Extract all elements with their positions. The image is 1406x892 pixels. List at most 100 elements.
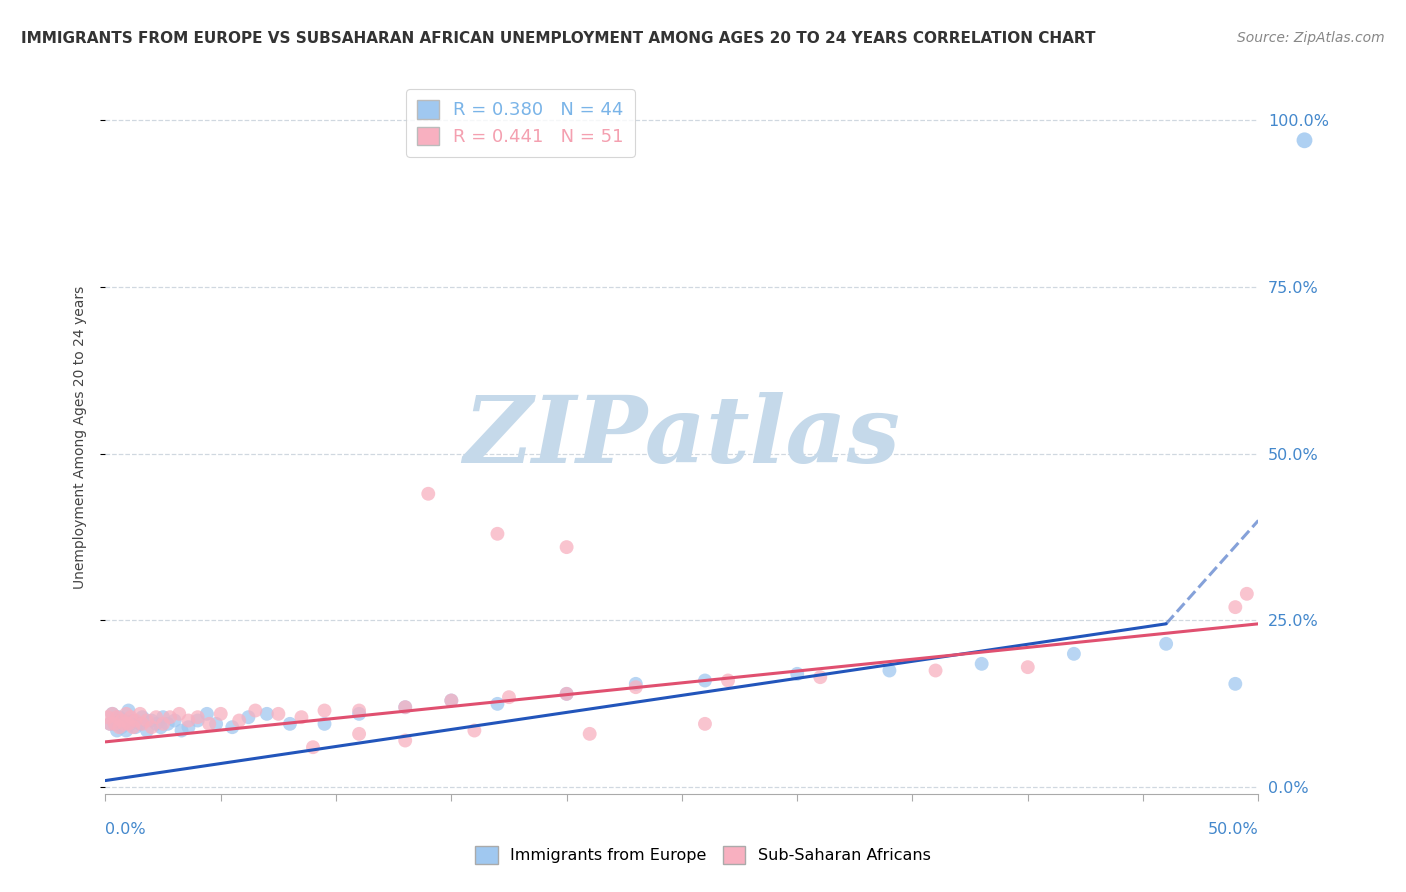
Point — [108, 720, 131, 734]
Point — [786, 666, 808, 681]
Point — [924, 664, 946, 678]
Point — [1225, 677, 1247, 691]
Point — [394, 733, 416, 747]
Point — [115, 723, 138, 738]
Point — [112, 716, 135, 731]
Point — [129, 716, 152, 731]
Y-axis label: Unemployment Among Ages 20 to 24 years: Unemployment Among Ages 20 to 24 years — [73, 285, 87, 589]
Point — [1294, 133, 1316, 147]
Point — [228, 714, 250, 728]
Point — [624, 680, 647, 694]
Point — [347, 704, 370, 718]
Point — [141, 714, 163, 728]
Point — [122, 720, 145, 734]
Point — [145, 710, 167, 724]
Point — [112, 714, 135, 728]
Point — [245, 704, 267, 718]
Point — [131, 716, 153, 731]
Point — [418, 487, 440, 501]
Point — [290, 710, 312, 724]
Point — [693, 716, 716, 731]
Point — [195, 706, 218, 721]
Point — [440, 693, 463, 707]
Text: ZIPatlas: ZIPatlas — [464, 392, 900, 482]
Point — [101, 706, 124, 721]
Point — [120, 710, 142, 724]
Point — [129, 706, 152, 721]
Point — [238, 710, 260, 724]
Point — [555, 687, 578, 701]
Point — [1017, 660, 1039, 674]
Point — [440, 693, 463, 707]
Point — [110, 714, 132, 728]
Point — [115, 706, 138, 721]
Point — [104, 716, 127, 731]
Point — [205, 716, 228, 731]
Point — [97, 710, 120, 724]
Point — [101, 706, 124, 721]
Point — [624, 677, 647, 691]
Point — [808, 670, 831, 684]
Point — [122, 714, 145, 728]
Point — [347, 706, 370, 721]
Point — [256, 706, 278, 721]
Point — [105, 723, 128, 738]
Point — [170, 723, 193, 738]
Point — [98, 716, 121, 731]
Point — [347, 727, 370, 741]
Point — [136, 723, 159, 738]
Point — [156, 716, 179, 731]
Point — [1236, 587, 1258, 601]
Text: Source: ZipAtlas.com: Source: ZipAtlas.com — [1237, 31, 1385, 45]
Point — [1225, 600, 1247, 615]
Point — [177, 714, 200, 728]
Point — [177, 720, 200, 734]
Point — [555, 540, 578, 554]
Point — [463, 723, 485, 738]
Legend: Immigrants from Europe, Sub-Saharan Africans: Immigrants from Europe, Sub-Saharan Afri… — [468, 839, 938, 871]
Point — [152, 716, 174, 731]
Point — [394, 700, 416, 714]
Point — [124, 714, 146, 728]
Point — [717, 673, 740, 688]
Text: 0.0%: 0.0% — [105, 822, 146, 837]
Point — [221, 720, 243, 734]
Point — [136, 714, 159, 728]
Point — [163, 714, 186, 728]
Point — [1154, 637, 1177, 651]
Point — [314, 716, 336, 731]
Point — [578, 727, 600, 741]
Point — [555, 687, 578, 701]
Point — [693, 673, 716, 688]
Point — [104, 716, 127, 731]
Point — [117, 716, 139, 731]
Point — [131, 710, 153, 724]
Point — [486, 526, 509, 541]
Point — [187, 710, 209, 724]
Point — [267, 706, 290, 721]
Point — [149, 720, 172, 734]
Point — [117, 704, 139, 718]
Point — [198, 716, 221, 731]
Point — [302, 740, 325, 755]
Point — [120, 716, 142, 731]
Point — [110, 720, 132, 734]
Point — [498, 690, 520, 705]
Point — [394, 700, 416, 714]
Point — [124, 720, 146, 734]
Point — [486, 697, 509, 711]
Point — [108, 710, 131, 724]
Point — [98, 716, 121, 731]
Point — [105, 710, 128, 724]
Point — [970, 657, 993, 671]
Point — [145, 716, 167, 731]
Point — [209, 706, 232, 721]
Point — [1063, 647, 1085, 661]
Point — [167, 706, 190, 721]
Point — [314, 704, 336, 718]
Point — [152, 710, 174, 724]
Text: IMMIGRANTS FROM EUROPE VS SUBSAHARAN AFRICAN UNEMPLOYMENT AMONG AGES 20 TO 24 YE: IMMIGRANTS FROM EUROPE VS SUBSAHARAN AFR… — [21, 31, 1095, 46]
Point — [141, 720, 163, 734]
Point — [879, 664, 901, 678]
Point — [278, 716, 301, 731]
